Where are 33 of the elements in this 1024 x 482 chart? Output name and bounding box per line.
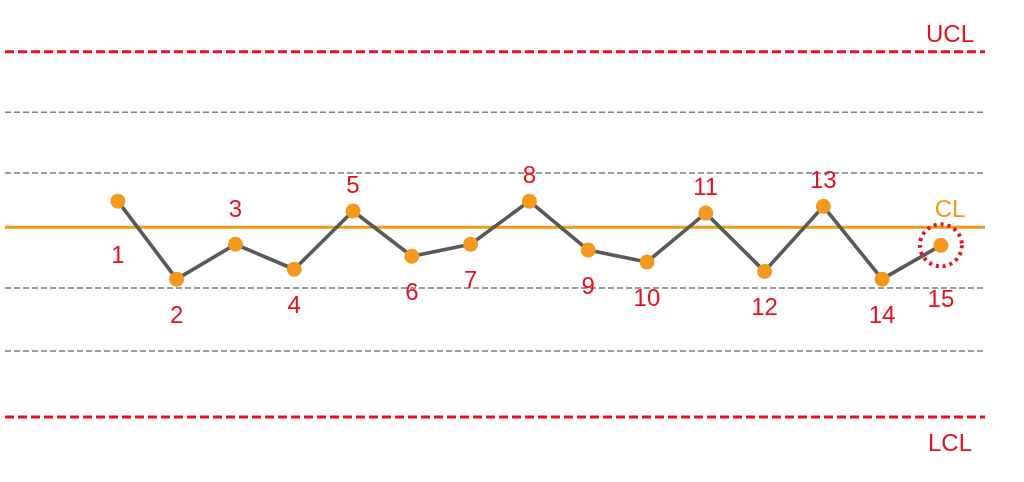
ref-line-label: LCL [927,429,973,456]
point [815,198,831,214]
point [110,193,126,209]
point [580,242,596,258]
x-tick-label: 1 [111,241,125,269]
x-tick-label: 13 [809,166,837,194]
x-tick-label: 9 [581,272,595,300]
point [227,236,243,252]
point [874,271,890,287]
point [698,205,714,221]
x-tick-label: 3 [228,195,243,223]
ref-line-label: UCL [925,19,975,47]
point [757,263,773,279]
point [345,203,361,219]
x-tick-label: 4 [287,291,301,319]
x-tick-label: 6 [405,278,419,306]
point [639,254,655,270]
x-tick-label: 15 [927,285,955,313]
x-tick-label: 7 [463,266,478,294]
point [404,248,420,264]
point [169,271,185,287]
x-tick-label: 12 [751,293,778,321]
x-tick-label: 11 [693,173,719,201]
point [463,236,479,252]
x-tick-label: 5 [346,171,360,199]
point [521,193,537,209]
point [286,261,302,277]
ref-line-label: CL [934,195,966,223]
point [917,222,964,269]
x-tick-label: 8 [522,161,537,189]
x-tick-label: 2 [169,301,184,329]
x-tick-label: 14 [868,301,896,329]
x-tick-label: 10 [633,284,661,311]
